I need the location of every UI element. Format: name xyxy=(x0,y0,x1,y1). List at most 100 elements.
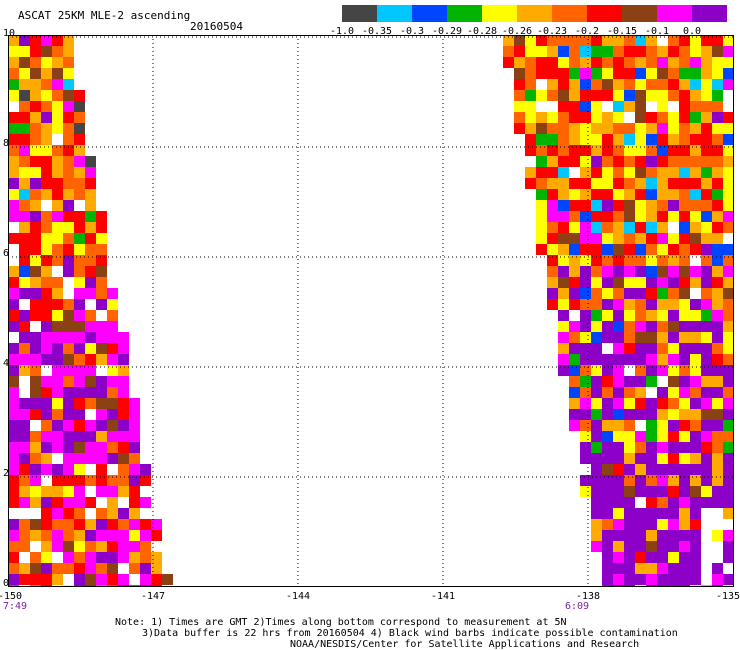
swath-cell xyxy=(63,222,74,233)
swath-cell xyxy=(591,178,602,189)
swath-cell xyxy=(624,541,635,552)
swath-cell xyxy=(580,101,591,112)
swath-cell xyxy=(30,563,41,574)
swath-cell xyxy=(690,420,701,431)
swath-cell xyxy=(85,233,96,244)
swath-cell xyxy=(668,244,679,255)
swath-cell xyxy=(646,420,657,431)
swath-cell xyxy=(85,288,96,299)
swath-cell xyxy=(657,508,668,519)
swath-cell xyxy=(657,464,668,475)
swath-cell xyxy=(514,101,525,112)
swath-cell xyxy=(129,420,140,431)
swath-cell xyxy=(668,343,679,354)
swath-cell xyxy=(52,178,63,189)
swath-cell xyxy=(19,35,30,46)
swath-cell xyxy=(580,365,591,376)
swath-cell xyxy=(657,530,668,541)
swath-cell xyxy=(602,541,613,552)
swath-cell xyxy=(668,464,679,475)
swath-cell xyxy=(8,354,19,365)
swath-cell xyxy=(701,211,712,222)
swath-cell xyxy=(30,244,41,255)
swath-cell xyxy=(30,233,41,244)
swath-cell xyxy=(723,365,734,376)
swath-cell xyxy=(107,288,118,299)
swath-cell xyxy=(63,464,74,475)
swath-cell xyxy=(602,134,613,145)
swath-cell xyxy=(8,442,19,453)
swath-cell xyxy=(646,442,657,453)
swath-cell xyxy=(690,497,701,508)
swath-cell xyxy=(536,156,547,167)
swath-cell xyxy=(635,68,646,79)
swath-cell xyxy=(41,299,52,310)
swath-cell xyxy=(536,134,547,145)
swath-cell xyxy=(63,211,74,222)
lon-tick-135: -135 xyxy=(715,591,740,602)
swath-cell xyxy=(107,431,118,442)
swath-cell xyxy=(635,145,646,156)
swath-cell xyxy=(52,277,63,288)
swath-cell xyxy=(602,288,613,299)
swath-cell xyxy=(679,211,690,222)
swath-cell xyxy=(635,244,646,255)
swath-cell xyxy=(52,35,63,46)
swath-cell xyxy=(668,211,679,222)
swath-cell xyxy=(668,508,679,519)
colorbar-swatch xyxy=(412,5,447,22)
swath-cell xyxy=(668,387,679,398)
swath-cell xyxy=(646,57,657,68)
swath-cell xyxy=(624,508,635,519)
swath-cell xyxy=(668,475,679,486)
swath-cell xyxy=(63,475,74,486)
swath-cell xyxy=(646,244,657,255)
swath-cell xyxy=(646,90,657,101)
swath-cell xyxy=(602,222,613,233)
swath-cell xyxy=(657,409,668,420)
swath-cell xyxy=(129,464,140,475)
swath-cell xyxy=(580,442,591,453)
swath-cell xyxy=(690,222,701,233)
swath-cell xyxy=(613,464,624,475)
swath-cell xyxy=(701,376,712,387)
swath-cell xyxy=(30,453,41,464)
swath-cell xyxy=(657,266,668,277)
swath-cell xyxy=(19,420,30,431)
swath-cell xyxy=(591,189,602,200)
swath-cell xyxy=(63,486,74,497)
swath-cell xyxy=(602,299,613,310)
swath-cell xyxy=(646,431,657,442)
swath-cell xyxy=(624,398,635,409)
colorbar-swatch xyxy=(482,5,517,22)
swath-cell xyxy=(8,376,19,387)
colorbar-label: -0.15 xyxy=(606,26,638,37)
swath-cell xyxy=(52,398,63,409)
colorbar-swatch xyxy=(342,5,377,22)
swath-cell xyxy=(525,101,536,112)
swath-cell xyxy=(635,442,646,453)
swath-cell xyxy=(580,123,591,134)
swath-cell xyxy=(107,420,118,431)
swath-cell xyxy=(8,68,19,79)
swath-cell xyxy=(712,266,723,277)
swath-cell xyxy=(591,332,602,343)
swath-cell xyxy=(591,398,602,409)
swath-cell xyxy=(635,57,646,68)
swath-cell xyxy=(74,90,85,101)
swath-cell xyxy=(690,211,701,222)
swath-cell xyxy=(85,189,96,200)
swath-cell xyxy=(30,112,41,123)
lon-tick-150: -150 xyxy=(0,591,23,602)
swath-cell xyxy=(701,200,712,211)
swath-cell xyxy=(679,101,690,112)
colorbar-label: -0.26 xyxy=(501,26,533,37)
swath-cell xyxy=(679,233,690,244)
swath-cell xyxy=(140,574,151,585)
swath-cell xyxy=(96,266,107,277)
swath-cell xyxy=(8,464,19,475)
swath-cell xyxy=(591,68,602,79)
swath-cell xyxy=(668,442,679,453)
swath-cell xyxy=(635,508,646,519)
swath-cell xyxy=(701,266,712,277)
